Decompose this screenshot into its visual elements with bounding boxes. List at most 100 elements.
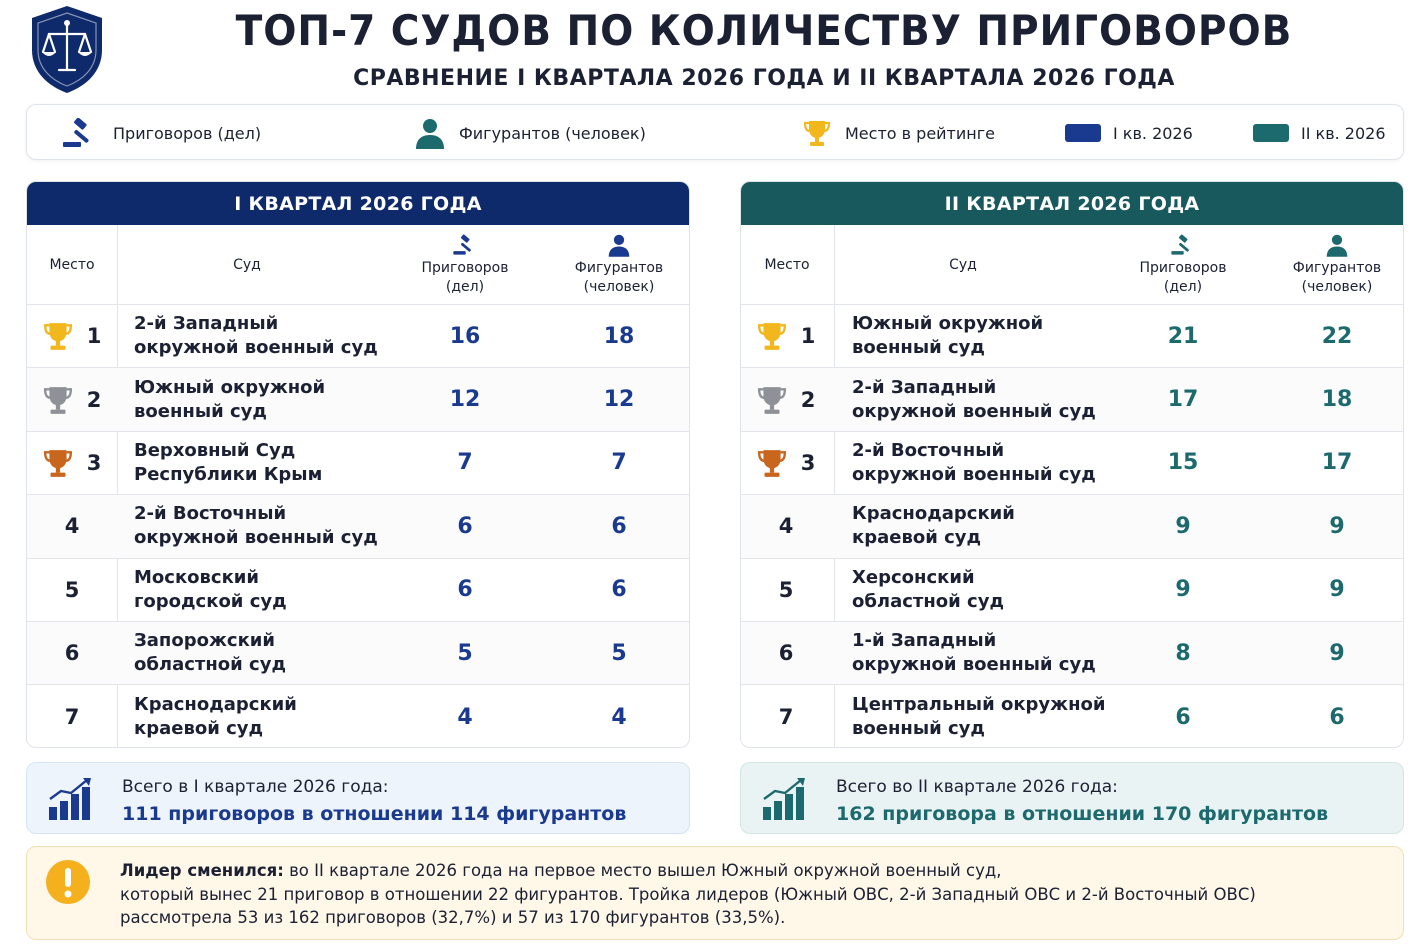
court-name: Южный окружной военный суд bbox=[134, 368, 394, 430]
court-name-line2: окружной военный суд bbox=[852, 654, 1096, 676]
defendants-count: 6 bbox=[611, 577, 627, 603]
row-place: 2 bbox=[27, 368, 117, 430]
court-name-line2: городской суд bbox=[134, 590, 287, 612]
col-defendants-line2: (человек) bbox=[1301, 279, 1373, 295]
note-line1-text: во II квартале 2026 года на первое место… bbox=[283, 861, 1002, 880]
row-place: 3 bbox=[741, 432, 831, 494]
q1-total: Всего в I квартале 2026 года: 111 пригов… bbox=[26, 762, 690, 834]
row-place: 7 bbox=[27, 685, 117, 747]
court-name: Московский городской суд bbox=[134, 559, 394, 621]
place-number: 7 bbox=[64, 705, 80, 730]
table-row: 7 Центральный окружной военный суд 6 6 bbox=[741, 685, 1403, 747]
gavel-icon bbox=[453, 234, 471, 255]
defendants-count: 4 bbox=[611, 704, 627, 730]
leader-note: Лидер сменился: во II квартале 2026 года… bbox=[26, 846, 1404, 940]
q1-column-headers: Место Суд Приговоров (дел) Фигурантов (ч… bbox=[27, 225, 689, 305]
court-name: 2-й Восточный окружной военный суд bbox=[134, 495, 394, 557]
place-number: 3 bbox=[800, 450, 816, 475]
trophy-icon bbox=[43, 450, 72, 477]
court-name: 2-й Западный окружной военный суд bbox=[134, 305, 394, 367]
place-number: 1 bbox=[800, 324, 816, 349]
row-place: 2 bbox=[741, 368, 831, 430]
court-name-line2: военный суд bbox=[852, 337, 985, 359]
q2-total-label: Всего во II квартале 2026 года: bbox=[836, 777, 1118, 797]
col-verdicts: Приговоров (дел) bbox=[1123, 225, 1243, 305]
bar-chart-growth-icon bbox=[763, 778, 805, 820]
trophy-icon bbox=[757, 386, 786, 414]
q2-total: Всего во II квартале 2026 года: 162 приг… bbox=[740, 762, 1404, 834]
row-place: 3 bbox=[27, 432, 117, 494]
verdicts-count: 4 bbox=[457, 704, 473, 730]
verdicts-count: 6 bbox=[457, 577, 473, 603]
court-name-line1: 1-й Западный bbox=[852, 630, 997, 652]
q2-column-headers: Место Суд Приговоров (дел) Фигурантов (ч… bbox=[741, 225, 1403, 305]
defendants-count: 18 bbox=[603, 323, 635, 349]
q2-rows: 1 Южный окружной военный суд 21 22 2 2-й Запад… bbox=[741, 305, 1403, 747]
defendants-count: 6 bbox=[1329, 704, 1345, 730]
table-row: 3 2-й Восточный окружной военный суд 15 17 bbox=[741, 432, 1403, 496]
court-name-line1: Южный окружной bbox=[852, 313, 1044, 335]
legend-rank: Место в рейтинге bbox=[803, 105, 995, 161]
court-name-line2: областной суд bbox=[852, 590, 1004, 612]
court-name: 1-й Западный окружной военный суд bbox=[852, 622, 1112, 684]
page-title: ТОП-7 СУДОВ ПО КОЛИЧЕСТВУ ПРИГОВОРОВ bbox=[235, 6, 1293, 55]
court-name: Херсонский областной суд bbox=[852, 559, 1112, 621]
defendants-count: 9 bbox=[1329, 513, 1345, 539]
row-place: 7 bbox=[741, 685, 831, 747]
gavel-icon bbox=[1171, 234, 1189, 255]
row-place: 1 bbox=[741, 305, 831, 367]
court-name-line1: Верховный Суд bbox=[134, 439, 296, 461]
court-name: Центральный окружной военный суд bbox=[852, 685, 1112, 747]
defendants-count: 12 bbox=[603, 387, 635, 413]
col-defendants: Фигурантов (человек) bbox=[1277, 225, 1397, 305]
q1-heading: I КВАРТАЛ 2026 ГОДА bbox=[27, 182, 689, 225]
col-defendants-line1: Фигурантов bbox=[574, 260, 664, 276]
legend-rank-label: Место в рейтинге bbox=[845, 123, 995, 143]
court-name: Запорожский областной суд bbox=[134, 622, 394, 684]
col-place: Место bbox=[764, 256, 810, 273]
legend-verdicts: Приговоров (дел) bbox=[61, 105, 261, 161]
trophy-icon bbox=[43, 323, 72, 351]
court-name-line2: окружной военный суд bbox=[134, 527, 378, 549]
legend-defendants-label: Фигурантов (человек) bbox=[459, 123, 646, 143]
verdicts-count: 7 bbox=[457, 450, 473, 476]
court-name-line1: 2-й Западный bbox=[852, 376, 997, 398]
col-defendants-line1: Фигурантов bbox=[1292, 260, 1382, 276]
place-number: 2 bbox=[86, 387, 102, 412]
trophy-icon bbox=[757, 450, 786, 477]
row-place: 6 bbox=[741, 622, 831, 684]
q1-total-label: Всего в I квартале 2026 года: bbox=[122, 777, 389, 797]
col-court: Суд bbox=[233, 256, 261, 273]
verdicts-count: 17 bbox=[1167, 387, 1199, 413]
verdicts-count: 9 bbox=[1175, 513, 1191, 539]
note-line-3: рассмотрела 53 из 162 приговоров (32,7%)… bbox=[120, 908, 786, 927]
table-row: 2 2-й Западный окружной военный суд 17 18 bbox=[741, 368, 1403, 432]
verdicts-count: 16 bbox=[449, 323, 481, 349]
trophy-icon bbox=[757, 323, 786, 351]
verdicts-count: 21 bbox=[1167, 323, 1199, 349]
verdicts-count: 8 bbox=[1175, 640, 1191, 666]
verdicts-count: 6 bbox=[457, 513, 473, 539]
table-row: 5 Московский городской суд 6 6 bbox=[27, 559, 689, 622]
col-defendants: Фигурантов (человек) bbox=[559, 225, 679, 305]
legend-q2: II кв. 2026 bbox=[1253, 105, 1386, 161]
table-row: 2 Южный окружной военный суд 12 12 bbox=[27, 368, 689, 432]
place-number: 3 bbox=[86, 450, 102, 475]
court-name-line2: военный суд bbox=[852, 718, 985, 740]
defendants-count: 17 bbox=[1321, 450, 1353, 476]
table-row: 3 Верховный Суд Республики Крым 7 7 bbox=[27, 432, 689, 496]
court-name-line2: окружной военный суд bbox=[852, 400, 1096, 422]
defendants-count: 7 bbox=[611, 450, 627, 476]
court-name: Краснодарский краевой суд bbox=[134, 685, 394, 747]
trophy-icon bbox=[43, 386, 72, 414]
table-row: 1 Южный окружной военный суд 21 22 bbox=[741, 305, 1403, 369]
defendants-count: 18 bbox=[1321, 387, 1353, 413]
person-icon bbox=[1326, 234, 1348, 257]
q2-total-value: 162 приговора в отношении 170 фигурантов bbox=[836, 803, 1329, 825]
court-name-line1: Запорожский bbox=[134, 630, 276, 652]
place-number: 1 bbox=[86, 324, 102, 349]
row-place: 5 bbox=[27, 559, 117, 621]
gavel-icon bbox=[63, 118, 89, 147]
row-place: 4 bbox=[27, 495, 117, 557]
defendants-count: 9 bbox=[1329, 577, 1345, 603]
